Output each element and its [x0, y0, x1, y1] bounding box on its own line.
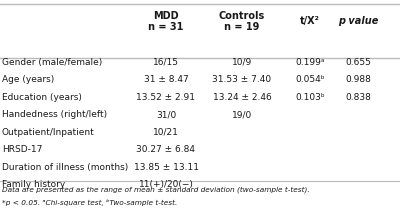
Text: *p < 0.05. ᵃChi-square test, ᵇTwo-sample t-test.: *p < 0.05. ᵃChi-square test, ᵇTwo-sample…: [2, 199, 177, 206]
Text: 31/0: 31/0: [156, 110, 176, 119]
Text: t/X²: t/X²: [300, 16, 320, 26]
Text: 0.655: 0.655: [345, 58, 371, 67]
Text: 31.53 ± 7.40: 31.53 ± 7.40: [212, 75, 272, 84]
Text: 10/9: 10/9: [232, 58, 252, 67]
Text: 19/0: 19/0: [232, 110, 252, 119]
Text: p value: p value: [338, 16, 378, 26]
Text: Controls
n = 19: Controls n = 19: [219, 11, 265, 32]
Text: 0.054ᵇ: 0.054ᵇ: [295, 75, 325, 84]
Text: 31 ± 8.47: 31 ± 8.47: [144, 75, 188, 84]
Text: 10/21: 10/21: [153, 128, 179, 137]
Text: 30.27 ± 6.84: 30.27 ± 6.84: [136, 145, 196, 154]
Text: 13.52 ± 2.91: 13.52 ± 2.91: [136, 93, 196, 102]
Text: Education (years): Education (years): [2, 93, 82, 102]
Text: 16/15: 16/15: [153, 58, 179, 67]
Text: 13.85 ± 13.11: 13.85 ± 13.11: [134, 163, 198, 172]
Text: 0.988: 0.988: [345, 75, 371, 84]
Text: 0.103ᵇ: 0.103ᵇ: [295, 93, 325, 102]
Text: Outpatient/Inpatient: Outpatient/Inpatient: [2, 128, 95, 137]
Text: Handedness (right/left): Handedness (right/left): [2, 110, 107, 119]
Text: Duration of illness (months): Duration of illness (months): [2, 163, 128, 172]
Text: Data are presented as the range of mean ± standard deviation (two-sample t-test): Data are presented as the range of mean …: [2, 186, 310, 193]
Text: Age (years): Age (years): [2, 75, 54, 84]
Text: HRSD-17: HRSD-17: [2, 145, 42, 154]
Text: Family history: Family history: [2, 180, 65, 189]
Text: 13.24 ± 2.46: 13.24 ± 2.46: [213, 93, 271, 102]
Text: Gender (male/female): Gender (male/female): [2, 58, 102, 67]
Text: 11(+)/20(−): 11(+)/20(−): [138, 180, 194, 189]
Text: 0.199ᵃ: 0.199ᵃ: [295, 58, 325, 67]
Text: 0.838: 0.838: [345, 93, 371, 102]
Text: MDD
n = 31: MDD n = 31: [148, 11, 184, 32]
